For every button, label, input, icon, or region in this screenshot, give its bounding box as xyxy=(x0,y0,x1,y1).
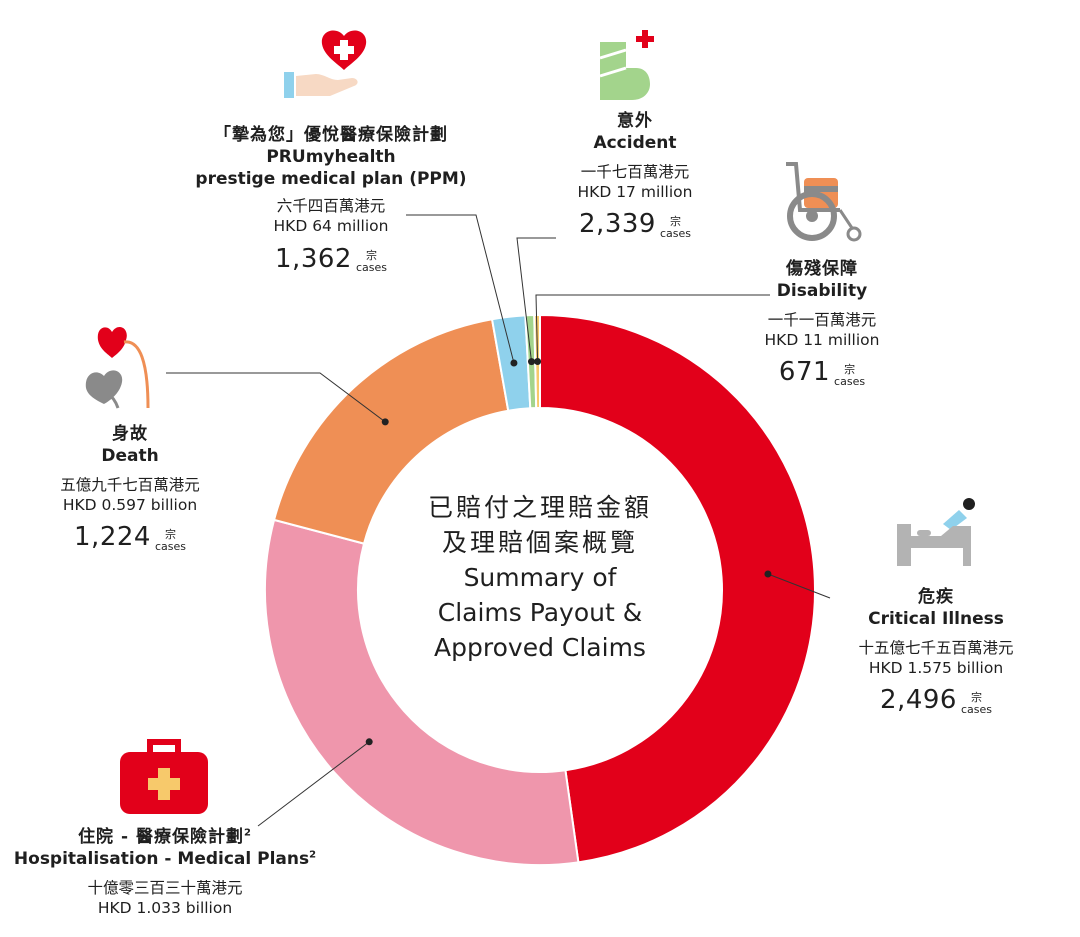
disability-amount-zh: 一千一百萬港元 xyxy=(767,311,877,330)
cases-unit-en: cases xyxy=(355,260,387,274)
slice-critical-illness xyxy=(539,313,816,864)
cases-unit: 宗 cases xyxy=(660,216,691,242)
cases-unit: 宗 cases xyxy=(155,529,186,555)
accident-label: 意外 Accident 一千七百萬港元 HKD 17 million 2,339… xyxy=(535,110,735,242)
leader-dot-death xyxy=(381,418,389,426)
critical-illness-name-en: Critical Illness xyxy=(868,609,1004,630)
cases-unit-en: cases xyxy=(960,702,992,716)
leader-line-hospitalisation xyxy=(257,741,370,827)
critical-illness-amount-zh: 十五億七千五百萬港元 xyxy=(858,639,1014,658)
cases-unit: 宗 cases xyxy=(834,364,865,390)
hospitalisation-name-en-text: Hospitalisation - Medical Plans xyxy=(13,849,310,870)
death-cases-value: 1,224 xyxy=(74,522,151,553)
cases-unit-zh: 宗 xyxy=(164,528,176,542)
leader-dot-critical-illness xyxy=(764,570,772,578)
cases-unit-en: cases xyxy=(154,539,186,553)
hospitalisation-label: 住院 - 醫療保險計劃2 Hospitalisation - Medical P… xyxy=(0,826,330,918)
center-title-en-2: Claims Payout & xyxy=(437,598,643,627)
disability-amount-en: HKD 11 million xyxy=(764,331,880,350)
center-title: 已賠付之理賠金額 及理賠個案概覽 Summary of Claims Payou… xyxy=(390,490,690,665)
cases-unit-en: cases xyxy=(659,226,691,240)
disability-name-en: Disability xyxy=(776,281,868,302)
death-name-zh: 身故 xyxy=(112,424,148,444)
disability-cases: 671 宗 cases xyxy=(722,356,922,390)
hospitalisation-amount-en: HKD 1.033 billion xyxy=(97,899,233,918)
disability-name-zh: 傷殘保障 xyxy=(786,259,858,279)
ppm-amount-zh: 六千四百萬港元 xyxy=(276,197,386,216)
accident-amount-en: HKD 17 million xyxy=(577,183,693,202)
leader-line-disability xyxy=(535,294,770,362)
hospitalisation-amount-zh: 十億零三百三十萬港元 xyxy=(87,879,243,898)
cases-unit-zh: 宗 xyxy=(970,691,982,705)
ppm-cases: 1,362 宗 cases xyxy=(176,243,486,277)
donut-slices xyxy=(264,313,816,866)
heart-hand-icon xyxy=(284,30,367,98)
disability-label: 傷殘保障 Disability 一千一百萬港元 HKD 11 million 6… xyxy=(722,258,922,390)
leader-dot-hospitalisation xyxy=(365,738,373,746)
broken-leg-icon xyxy=(599,30,654,100)
cases-unit-zh: 宗 xyxy=(844,363,856,377)
cases-unit-zh: 宗 xyxy=(669,215,681,229)
leader-line-accident xyxy=(516,237,556,362)
center-title-zh-1: 已賠付之理賠金額 xyxy=(427,493,652,522)
ppm-label: 「摯為您」優悅醫療保險計劃 PRUmyhealth prestige medic… xyxy=(176,124,486,276)
cases-unit: 宗 cases xyxy=(356,250,387,276)
death-name-en: Death xyxy=(101,446,159,467)
leader-line-death xyxy=(166,372,386,423)
death-amount-en: HKD 0.597 billion xyxy=(62,496,198,515)
accident-name-en: Accident xyxy=(593,133,677,154)
leader-line-critical-illness xyxy=(767,573,831,599)
hospital-bed-icon xyxy=(897,498,975,566)
accident-amount-zh: 一千七百萬港元 xyxy=(580,163,690,182)
critical-illness-cases-value: 2,496 xyxy=(880,685,957,716)
cases-unit: 宗 cases xyxy=(961,692,992,718)
hospitalisation-name-en: Hospitalisation - Medical Plans2 xyxy=(0,848,330,870)
ppm-amount-en: HKD 64 million xyxy=(273,217,389,236)
critical-illness-name-zh: 危疾 xyxy=(918,587,954,607)
leader-dot-ppm xyxy=(510,359,518,367)
leader-lines xyxy=(166,214,831,827)
center-title-en-1: Summary of xyxy=(463,563,617,592)
flower-icon xyxy=(85,326,150,409)
critical-illness-cases: 2,496 宗 cases xyxy=(826,684,1046,718)
ppm-name-zh: 「摯為您」優悅醫療保險計劃 xyxy=(214,125,448,145)
hospitalisation-name-zh-text: 住院 - 醫療保險計劃 xyxy=(78,827,244,847)
death-amount-zh: 五億九千七百萬港元 xyxy=(60,476,200,495)
leader-dot-accident xyxy=(528,358,536,366)
accident-name-zh: 意外 xyxy=(617,111,653,131)
accident-cases: 2,339 宗 cases xyxy=(535,208,735,242)
ppm-cases-value: 1,362 xyxy=(275,243,352,274)
cases-unit-en: cases xyxy=(834,374,866,388)
leader-line-ppm xyxy=(406,214,515,364)
death-cases: 1,224 宗 cases xyxy=(20,521,240,555)
footnote-marker: 2 xyxy=(309,849,317,861)
footnote-marker: 2 xyxy=(243,827,252,839)
cases-unit-zh: 宗 xyxy=(365,249,377,263)
center-title-zh-2: 及理賠個案概覽 xyxy=(441,528,638,557)
disability-cases-value: 671 xyxy=(778,357,831,388)
critical-illness-label: 危疾 Critical Illness 十五億七千五百萬港元 HKD 1.575… xyxy=(826,586,1046,718)
ppm-name-en-1: PRUmyhealth xyxy=(266,147,396,168)
leader-dot-disability xyxy=(534,358,542,366)
death-label: 身故 Death 五億九千七百萬港元 HKD 0.597 billion 1,2… xyxy=(20,423,240,555)
center-title-en-3: Approved Claims xyxy=(434,633,646,662)
wheelchair-icon xyxy=(786,162,862,242)
slice-hospitalisation xyxy=(264,518,580,866)
hospitalisation-name-zh: 住院 - 醫療保險計劃2 xyxy=(0,826,330,848)
ppm-name-en-2: prestige medical plan (PPM) xyxy=(195,169,467,190)
medical-kit-icon xyxy=(120,739,208,814)
accident-cases-value: 2,339 xyxy=(579,209,656,240)
critical-illness-amount-en: HKD 1.575 billion xyxy=(868,659,1004,678)
